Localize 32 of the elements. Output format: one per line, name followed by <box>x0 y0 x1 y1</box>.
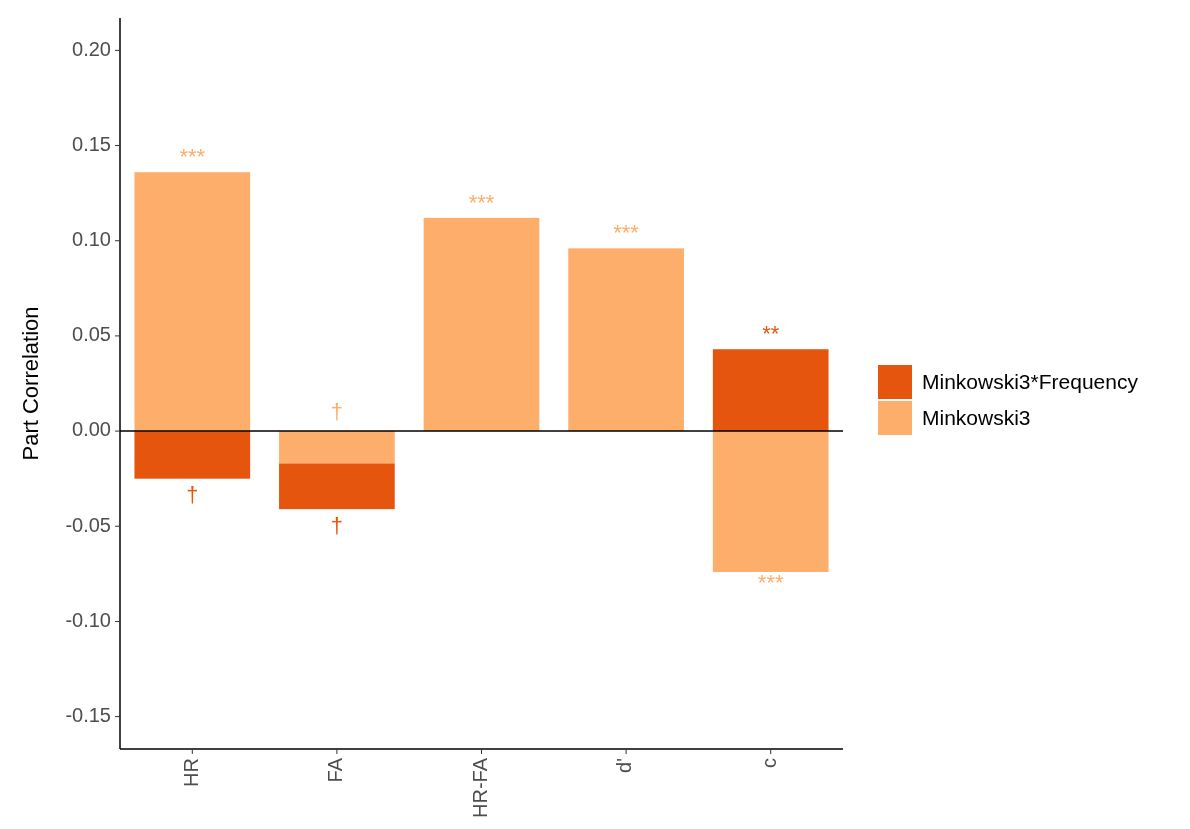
bar <box>134 172 251 432</box>
bar <box>423 217 540 432</box>
x-tick-label: c <box>757 758 780 768</box>
annotation: ** <box>762 321 780 347</box>
annotation: † <box>330 512 344 538</box>
legend-label: Minkowski3 <box>922 405 1031 429</box>
x-tick-label: FA <box>324 757 347 783</box>
annotation: † <box>186 482 199 508</box>
annotation: *** <box>468 189 495 215</box>
y-tick-label: 0.05 <box>72 323 111 346</box>
y-axis-title: Part Correlation <box>18 306 43 461</box>
bar <box>279 431 395 464</box>
bar <box>279 463 395 510</box>
x-tick-label: d' <box>613 758 636 773</box>
annotation: † <box>330 398 344 424</box>
legend-label: Minkowski3*Frequency <box>922 369 1139 393</box>
annotation: *** <box>179 144 206 170</box>
y-tick-label: 0.10 <box>72 228 111 251</box>
y-tick-label: 0.20 <box>72 37 111 60</box>
bar <box>712 349 829 432</box>
x-tick-label: HR-FA <box>468 757 491 818</box>
bar <box>568 248 684 432</box>
bar <box>712 431 829 572</box>
y-tick-label: -0.15 <box>65 703 111 726</box>
annotation: *** <box>613 220 640 246</box>
y-tick-label: -0.10 <box>65 608 111 631</box>
y-tick-label: -0.05 <box>65 513 111 536</box>
y-tick-label: 0.00 <box>72 418 111 441</box>
y-tick-label: 0.15 <box>72 132 111 155</box>
bar <box>134 431 251 479</box>
annotation: *** <box>757 569 784 595</box>
x-tick-label: HR <box>179 758 202 787</box>
